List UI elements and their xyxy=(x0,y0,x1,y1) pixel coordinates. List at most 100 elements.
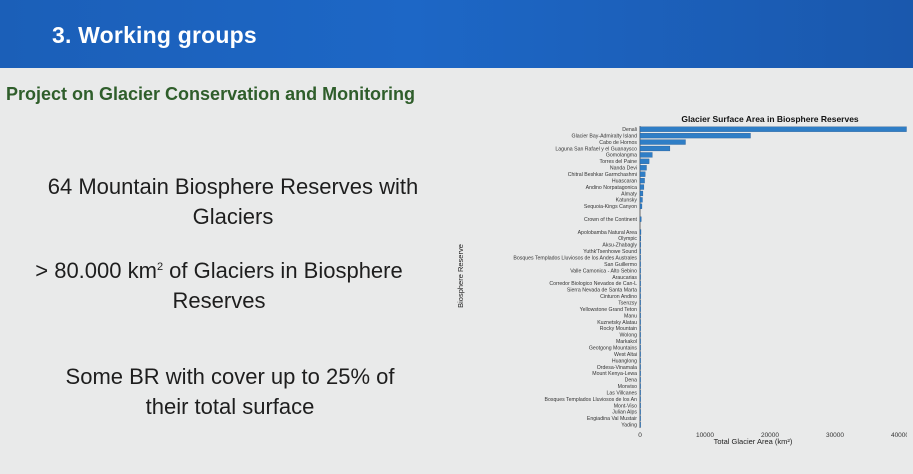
category-label: Mont-Viso xyxy=(614,403,637,409)
category-label: Araucarias xyxy=(612,275,637,281)
category-label: Huascaran xyxy=(612,178,637,184)
bar xyxy=(639,319,641,325)
category-label: Sequoia-Kings Canyon xyxy=(584,204,637,210)
category-label: Denali xyxy=(622,127,637,133)
category-label: Aksu-Zhabagly xyxy=(602,243,637,249)
bar xyxy=(639,235,641,242)
header-band xyxy=(0,0,913,68)
glacier-area-chart: Glacier Surface Area in Biosphere Reserv… xyxy=(456,114,907,446)
bar xyxy=(639,338,641,344)
category-label: Bosques Templados Lluviosos de los Andes… xyxy=(513,256,637,262)
bar xyxy=(639,357,641,364)
category-label: Huanglong xyxy=(612,358,637,364)
category-label: Glacier Bay-Admiralty Island xyxy=(572,133,638,139)
bullet-glacier-area-superscript: 2 xyxy=(156,261,164,273)
category-label: Torres del Paine xyxy=(600,159,638,165)
chart-title: Glacier Surface Area in Biosphere Reserv… xyxy=(681,114,859,124)
bar xyxy=(639,133,751,139)
bullet-coverage-line2: their total surface xyxy=(145,394,315,419)
bar xyxy=(639,171,646,177)
category-label: Yading xyxy=(621,423,637,429)
bar xyxy=(639,409,641,415)
bullet-coverage-line1: Some BR with cover up to 25% of xyxy=(65,364,395,389)
bar xyxy=(639,402,641,409)
category-label: Dena xyxy=(625,378,638,384)
bar xyxy=(639,383,641,389)
bullet-glacier-area-prefix: > 80.000 km xyxy=(35,258,157,283)
x-tick-label: 20000 xyxy=(761,432,779,439)
category-label: Chitral Beshkar Garmchashmi xyxy=(568,172,637,178)
bar xyxy=(639,248,641,254)
category-label: Cabo de Hornos xyxy=(599,140,637,146)
bar xyxy=(639,242,641,248)
category-label: Geotgong Mountains xyxy=(589,345,638,351)
bar xyxy=(639,126,907,132)
bullet-glacier-area-suffix: of Glaciers in Biosphere xyxy=(163,258,403,283)
category-label: Laguna San Rafael y el Guanaysco xyxy=(555,146,637,152)
bar xyxy=(639,145,671,152)
bar xyxy=(639,364,641,370)
x-axis-title: Total Glacier Area (km²) xyxy=(714,437,793,446)
bar xyxy=(639,190,644,197)
bullet-reserves-count-line1: 64 Mountain Biosphere Reserves with xyxy=(47,174,419,199)
bar xyxy=(639,332,641,338)
category-label: Manu xyxy=(624,313,637,319)
bar xyxy=(639,216,642,222)
bullet-reserves-count: 64 Mountain Biosphere Reserves with Glac… xyxy=(18,172,448,232)
category-label: Sierra Nevada de Santa Marta xyxy=(567,288,637,294)
bar xyxy=(639,287,641,293)
category-label: Yuthk'Tsenhowe Sound xyxy=(583,249,637,255)
bar xyxy=(639,255,641,261)
category-label: Monviso xyxy=(618,384,637,390)
category-label: Las Villcanes xyxy=(607,390,638,396)
bar xyxy=(639,203,643,209)
bar xyxy=(639,370,641,376)
bar xyxy=(639,293,641,299)
category-label: Yellowstone Grand Teton xyxy=(580,307,638,313)
category-label: Markakol xyxy=(616,339,637,345)
category-label: Bosques Templados Lluviosos de los An xyxy=(545,397,638,403)
category-label: Wolong xyxy=(620,333,638,339)
bar xyxy=(639,197,643,203)
category-label: Almaty xyxy=(621,191,637,197)
bar xyxy=(639,312,641,319)
category-label: Olympic xyxy=(618,236,637,242)
x-tick-label: 30000 xyxy=(826,432,844,439)
category-label: Tsenzsy xyxy=(618,301,637,307)
bar xyxy=(639,178,645,184)
bar xyxy=(639,274,641,280)
bar xyxy=(639,261,641,267)
category-label: Kuznetsky Alatau xyxy=(597,320,637,326)
category-label: Engiadina Val Mustair xyxy=(587,416,637,422)
category-label: Ordesa-Vinamala xyxy=(597,365,637,371)
bar xyxy=(639,184,645,190)
category-label: Rocky Mountain xyxy=(600,326,637,332)
bar xyxy=(639,390,641,396)
bar xyxy=(639,139,686,145)
category-label: Apolobamba Natural Area xyxy=(578,230,638,236)
category-label: Mount Kenya-Lewa xyxy=(592,371,637,377)
category-label: Cinturon Andino xyxy=(600,294,637,300)
bar xyxy=(639,267,641,274)
bar xyxy=(639,158,650,164)
category-label: Andino Norpatagonica xyxy=(586,185,637,191)
bar xyxy=(639,306,641,312)
bar xyxy=(639,229,642,235)
x-tick-label: 10000 xyxy=(696,432,714,439)
bullet-reserves-count-line2: Glaciers xyxy=(192,204,274,229)
bar xyxy=(639,377,641,383)
category-label: Julian Alps xyxy=(612,410,637,416)
category-label: Corredor Biologico Nevados de Can-L xyxy=(549,281,637,287)
slide-title: 3. Working groups xyxy=(52,22,257,48)
x-tick-label: 40000 xyxy=(891,432,907,439)
bullet-coverage: Some BR with cover up to 25% of their to… xyxy=(20,362,440,422)
category-label: Katunsky xyxy=(616,198,638,204)
slide-subtitle: Project on Glacier Conservation and Moni… xyxy=(6,84,416,104)
x-tick-label: 0 xyxy=(638,432,642,439)
bar xyxy=(639,396,641,402)
category-label: San Guillermo xyxy=(604,262,637,268)
bar xyxy=(639,325,641,331)
bullet-glacier-area: > 80.000 km2 of Glaciers in Biosphere Re… xyxy=(4,256,434,316)
bullet-glacier-area-line2: Reserves xyxy=(172,288,266,313)
